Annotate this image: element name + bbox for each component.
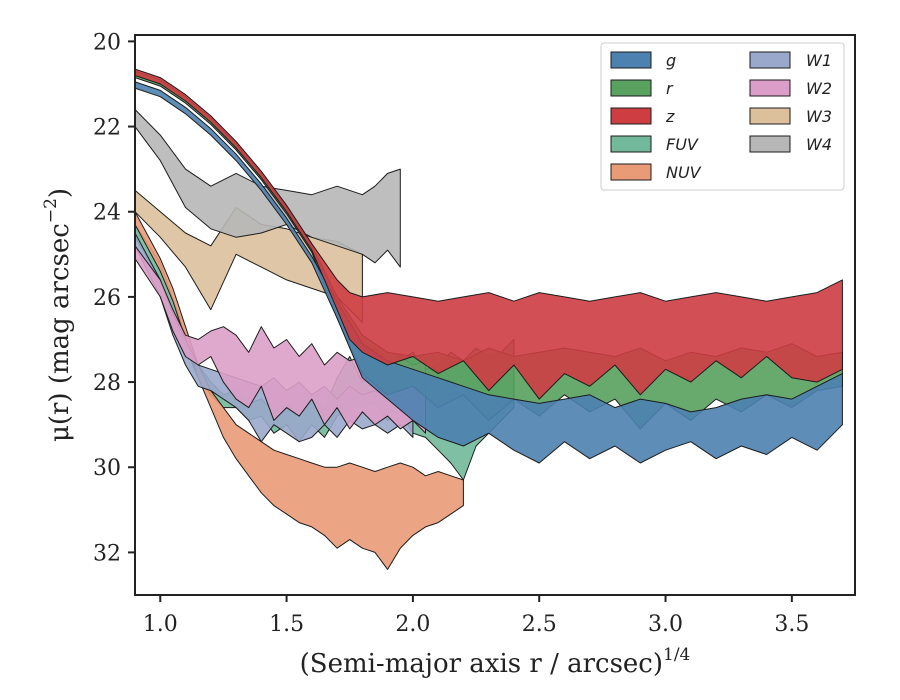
x-tick-label: 3.5 xyxy=(774,612,809,637)
x-tick-label: 1.0 xyxy=(143,612,178,637)
x-tick-label: 1.5 xyxy=(269,612,304,637)
legend-label-w1: W1 xyxy=(806,51,832,70)
legend-swatch-w2 xyxy=(749,79,791,97)
legend-label-fuv: FUV xyxy=(666,135,699,154)
x-tick-label: 2.0 xyxy=(395,612,430,637)
legend-swatch-g xyxy=(610,51,652,69)
x-tick-label: 3.0 xyxy=(648,612,683,637)
y-tick-label: 24 xyxy=(93,201,121,226)
area-w2 xyxy=(135,245,426,434)
y-tick-label: 32 xyxy=(93,541,121,566)
x-tick-label: 2.5 xyxy=(522,612,557,637)
y-tick-label: 30 xyxy=(93,456,121,481)
legend-swatch-w4 xyxy=(749,135,791,153)
x-axis-ticks: 1.0 1.5 2.0 2.5 3.0 3.5 xyxy=(143,595,809,637)
legend-swatch-z xyxy=(610,107,652,125)
legend-swatch-nuv xyxy=(610,163,652,181)
x-axis-label: (Semi-major axis r / arcsec)1/4 xyxy=(300,645,691,679)
legend-label-g: g xyxy=(666,51,676,70)
area-nuv xyxy=(135,211,464,570)
legend-label-z: z xyxy=(665,107,675,126)
y-tick-label: 28 xyxy=(93,371,121,396)
y-tick-label: 20 xyxy=(93,30,121,55)
y-axis-label: μ(r) (mag arcsec−2) xyxy=(41,188,75,442)
plot-frame xyxy=(134,34,856,596)
area-z xyxy=(135,68,843,400)
y-tick-label: 26 xyxy=(93,286,121,311)
legend-label-w3: W3 xyxy=(806,107,832,126)
y-axis-ticks: 20 22 24 26 28 30 32 xyxy=(93,30,135,566)
y-tick-label: 22 xyxy=(93,116,121,141)
legend-swatch-r xyxy=(610,79,652,97)
legend-label-nuv: NUV xyxy=(666,163,702,182)
legend-swatch-w1 xyxy=(749,51,791,69)
legend-swatch-fuv xyxy=(610,135,652,153)
legend: grz FUV NUV W1 W2 W3 W4 xyxy=(600,42,845,191)
legend-label-w4: W4 xyxy=(806,135,832,154)
area-series-group xyxy=(135,68,843,570)
legend-label-r: r xyxy=(666,79,674,98)
legend-swatch-w3 xyxy=(749,107,791,125)
legend-label-w2: W2 xyxy=(806,79,832,98)
